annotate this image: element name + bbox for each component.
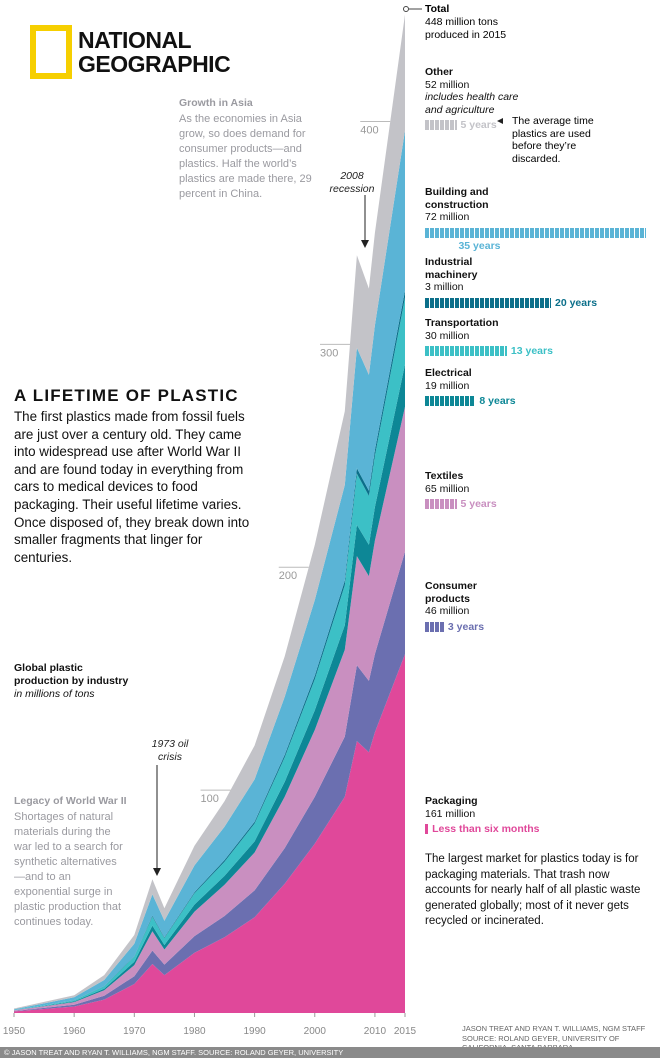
lifetime-bar [425,227,646,238]
lifetime-row: 35 years [425,227,646,253]
area [14,654,405,1013]
series-name: Industrial machinery [425,256,478,281]
recession-label: 2008 recession [329,170,375,195]
x-tick-label: 2000 [304,1026,327,1037]
x-tick-label: 1960 [63,1026,86,1037]
chart-subtitle: The first plastics made from fossil fuel… [14,409,250,565]
series-name: Building and construction [425,186,489,211]
series-name: Other [425,66,454,78]
y-tick-label: 200 [279,570,297,582]
y-axis-unit: in millions of tons [14,688,95,700]
series-label: Other 52 million includes health care and … [425,66,535,133]
area [14,297,405,1011]
series-label: Textiles 65 million 5 years [425,470,505,512]
oil-crisis-label: 1973 oil crisis [151,738,189,763]
lifetime-label: 20 years [555,296,598,309]
logo-line: NATIONAL [78,27,192,53]
lifetime-row: 8 years [425,395,516,409]
lifetime-row: 5 years [425,498,505,512]
lifetime-bar [425,621,444,632]
area [14,14,405,1010]
series-note: includes health care and agriculture [425,91,519,116]
x-tick-label: 2010 [364,1026,387,1037]
total-text: 448 million tons produced in 2015 [425,16,507,41]
credit: © JASON TREAT AND RYAN T. WILLIAMS, NGM … [0,1047,660,1058]
x-tick-label: 2015 [394,1026,417,1037]
lifetime-label: 5 years [460,498,497,510]
series-name: Textiles [425,470,464,482]
series-name: Electrical [425,367,472,379]
plot: 100 200 300 400 1950 1960 1970 1980 1990 2000 2010… [3,14,417,1037]
series-name: Packaging [425,795,478,807]
x-tick-label: 1950 [3,1026,26,1037]
packaging-note: The largest market for plastics today is… [425,853,641,927]
lifetime-label: 8 years [479,395,516,407]
lifetime-row: 5 years [425,119,535,133]
x-tick-label: 1970 [123,1026,146,1037]
lifetime-row: Less than six months [425,823,540,837]
asia-text: As the economies in Asia grow, so does d… [179,113,312,200]
chart-title: A LIFETIME OF PLASTIC [14,386,239,405]
lifetime-row: 20 years [425,297,597,311]
x-tick-label: 1990 [243,1026,266,1037]
series-value-label: 30 million [425,329,470,342]
logo-line: GEOGRAPHIC [78,51,231,77]
recession-arrowhead [361,240,369,248]
lifetime-bar [425,824,429,834]
lifetime-bar [425,297,551,308]
lifetime-label: 3 years [447,620,485,633]
asia-title: Growth in Asia [179,97,253,109]
area [14,406,405,1011]
lifetime-label: 35 years [458,239,501,252]
series-value-label: 72 million [425,211,470,223]
total-marker [403,6,409,12]
series-value-label: 161 million [425,807,476,820]
lifetime-bar [425,396,476,406]
y-axis-label: Global plastic production by industry [14,662,129,687]
x-tick-label: 1980 [183,1026,206,1037]
series-label: Electrical 19 million 8 years [425,367,516,409]
y-tick-label: 400 [360,124,378,136]
series-label: Packaging 161 million Less than six months [425,795,540,837]
lifetime-bar [425,120,457,130]
series-value-label: 52 million [425,78,470,91]
series-value-label: 3 million [425,281,464,293]
total-title: Total [425,3,450,15]
lifetime-row: 3 years [425,621,505,635]
series-value-label: 19 million [425,379,470,392]
series-label: Building and construction 72 million 35 ye… [425,186,646,253]
wwii-text: Shortages of natural materials during th… [14,811,123,928]
series-name: Transportation [425,317,499,329]
lifetime-label: 13 years [510,345,553,357]
series-value-label: 65 million [425,482,470,495]
series-label: Consumer products 46 million 3 years [425,580,505,635]
y-tick-label: 300 [320,347,338,359]
lifetime-bar [425,346,507,356]
wwii-title: Legacy of World War II [14,795,127,807]
area [14,130,405,1010]
series-name: Consumer products [425,580,477,605]
lifetime-row: 13 years [425,345,553,359]
lifetime-bar [425,499,457,509]
series-label: Transportation 30 million 13 years [425,317,553,359]
area [14,551,405,1012]
area [14,364,405,1011]
lifetime-label: Less than six months [432,823,540,835]
series-label: Industrial machinery 3 million 20 years [425,256,597,311]
oil-crisis-arrowhead [153,868,161,876]
lifetime-label: 5 years [460,119,497,131]
y-tick-label: 100 [201,793,219,805]
series-value-label: 46 million [425,605,470,617]
lifetime-note: The average time plastics are used befor… [512,115,594,165]
lifetime-pointer [497,118,503,124]
logo-frame [30,25,72,79]
